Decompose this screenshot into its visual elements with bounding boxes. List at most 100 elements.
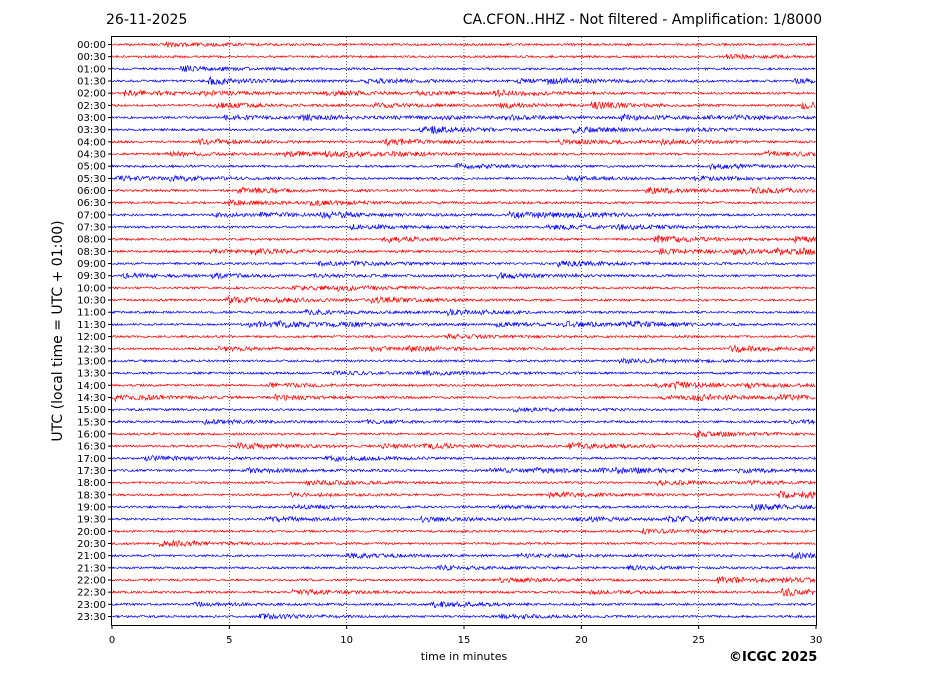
y-tick-label: 00:30 [77,52,106,63]
trace-row-2130 [111,563,816,571]
y-tick-label: 21:30 [77,563,106,574]
y-tick-label: 23:00 [77,600,106,611]
y-tick-label: 03:30 [77,125,106,136]
x-tick-label: 30 [810,635,823,646]
y-tick-label: 08:00 [77,235,106,246]
x-tick-label: 15 [458,635,471,646]
trace-row-1100 [111,308,816,317]
y-tick-label: 14:30 [77,393,106,404]
y-tick-label: 18:30 [77,490,106,501]
trace-row-0830 [111,246,816,257]
trace-row-1300 [111,357,816,365]
trace-row-0700 [111,211,816,220]
trace-row-0200 [111,89,816,98]
y-tick-label: 17:30 [77,466,106,477]
trace-row-0000 [111,40,816,48]
y-tick-label: 12:00 [77,332,106,343]
y-tick-label: 15:30 [77,417,106,428]
trace-row-2100 [111,551,816,560]
x-axis-label: time in minutes [421,650,508,663]
trace-row-1000 [111,284,816,292]
trace-row-1900 [111,503,816,512]
trace-row-0100 [111,65,816,73]
x-axis-ticks: 0 5 10 15 20 25 30 [109,625,823,646]
x-tick-label: 20 [575,635,588,646]
trace-row-0930 [111,271,816,280]
trace-row-0400 [111,137,816,147]
y-tick-label: 04:30 [77,150,106,161]
y-tick-label: 05:00 [77,162,106,173]
grid-lines [229,37,699,625]
y-tick-label: 05:30 [77,174,106,185]
y-tick-label: 21:00 [77,551,106,562]
trace-row-1700 [111,454,816,463]
y-tick-label: 07:30 [77,223,106,234]
trace-row-1930 [111,514,816,523]
y-tick-label: 06:30 [77,198,106,209]
y-tick-label: 09:00 [77,259,106,270]
trace-row-0600 [111,186,816,195]
trace-row-2300 [111,600,816,608]
y-tick-label: 18:00 [77,478,106,489]
trace-row-0630 [111,199,816,207]
trace-row-0730 [111,223,816,231]
y-tick-label: 16:00 [77,429,106,440]
trace-row-0530 [111,174,816,183]
y-tick-label: 08:30 [77,247,106,258]
y-tick-label: 14:00 [77,381,106,392]
y-tick-label: 02:00 [77,89,106,100]
trace-row-0430 [111,149,816,158]
y-tick-label: 22:30 [77,588,106,599]
y-tick-label: 01:30 [77,77,106,88]
copyright-label: ©ICGC 2025 [729,650,818,665]
trace-row-2230 [111,587,816,597]
trace-row-1400 [111,380,816,390]
y-tick-label: 06:00 [77,186,106,197]
trace-row-0030 [111,53,816,60]
y-tick-label: 20:00 [77,527,106,538]
trace-row-0330 [111,126,816,135]
trace-row-0130 [111,76,816,86]
y-tick-label: 09:30 [77,271,106,282]
y-tick-label: 20:30 [77,539,106,550]
y-tick-label: 17:00 [77,454,106,465]
trace-row-1430 [111,393,816,403]
y-tick-label: 03:00 [77,113,106,124]
trace-row-0300 [111,112,816,122]
trace-row-2000 [111,528,816,535]
trace-row-1530 [111,418,816,426]
trace-row-0230 [111,101,816,110]
y-tick-label: 12:30 [77,344,106,355]
trace-row-1200 [111,332,816,340]
x-tick-label: 5 [226,635,232,646]
trace-row-1730 [111,465,816,475]
y-tick-label: 13:30 [77,369,106,380]
trace-row-1830 [111,490,816,500]
trace-row-2030 [111,539,816,548]
trace-row-1600 [111,429,816,438]
y-tick-label: 00:00 [77,40,106,51]
x-tick-label: 0 [109,635,115,646]
y-tick-label: 15:00 [77,405,106,416]
y-tick-label: 11:30 [77,320,106,331]
y-tick-label: 19:30 [77,515,106,526]
y-tick-label: 02:30 [77,101,106,112]
y-tick-label: 10:00 [77,283,106,294]
y-axis-label: UTC (local time = UTC + 01:00) [50,220,66,441]
y-tick-label: 04:00 [77,137,106,148]
trace-row-0900 [111,259,816,268]
trace-row-1030 [111,295,816,305]
y-tick-label: 11:00 [77,308,106,319]
y-tick-label: 16:30 [77,442,106,453]
trace-row-2200 [111,576,816,584]
trace-row-1500 [111,407,816,413]
seismic-traces [111,40,816,620]
y-tick-label: 19:00 [77,502,106,513]
x-tick-label: 25 [692,635,705,646]
y-tick-label: 23:30 [77,612,106,623]
trace-row-2330 [111,613,816,620]
trace-row-1330 [111,369,816,377]
y-tick-label: 10:30 [77,296,106,307]
